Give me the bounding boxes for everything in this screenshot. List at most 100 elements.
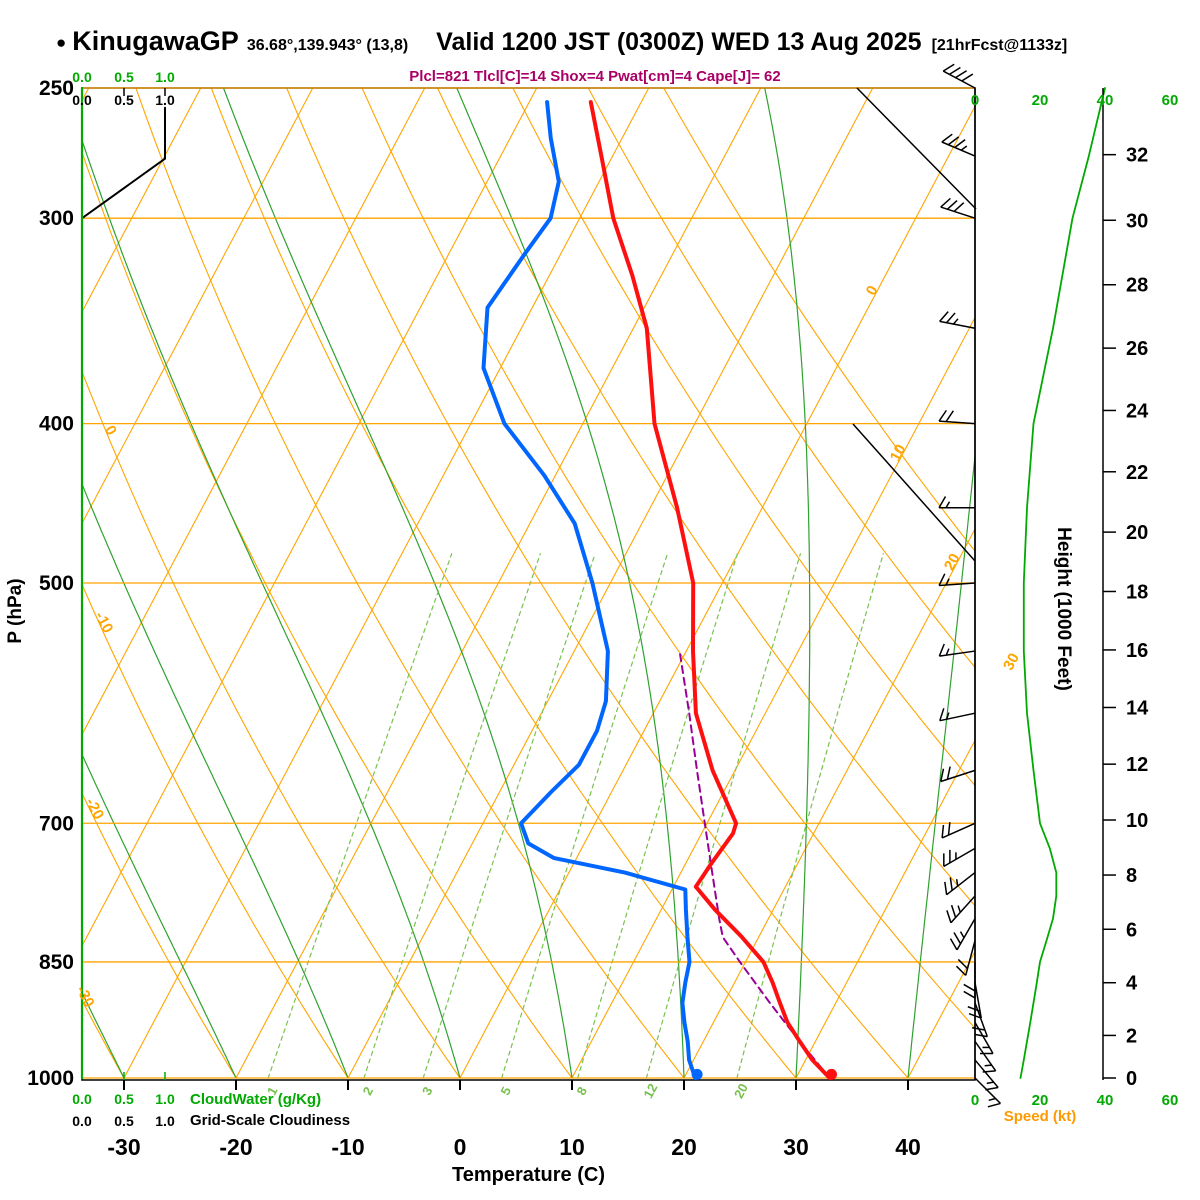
svg-text:30: 30 (1126, 210, 1148, 232)
cloudiness-legend: Grid-Scale Cloudiness (190, 1112, 351, 1129)
surface-dewpoint-dot (691, 1068, 703, 1080)
svg-text:0: 0 (971, 1092, 979, 1109)
svg-text:0.5: 0.5 (114, 92, 134, 108)
svg-text:0: 0 (454, 1134, 467, 1160)
surface-temperature-dot (825, 1068, 837, 1080)
svg-text:30: 30 (1000, 650, 1023, 673)
svg-text:18: 18 (1126, 581, 1148, 603)
svg-text:0: 0 (863, 283, 882, 298)
svg-text:-20: -20 (219, 1134, 252, 1160)
svg-text:0.5: 0.5 (114, 1113, 134, 1129)
svg-text:10: 10 (559, 1134, 585, 1160)
svg-text:32: 32 (1126, 145, 1148, 167)
svg-text:6: 6 (1126, 919, 1137, 941)
svg-text:60: 60 (1162, 1092, 1179, 1109)
station-coords: 36.68°,139.943° (13,8) (246, 37, 409, 54)
temperature-profile-line (588, 100, 832, 1080)
svg-text:0.5: 0.5 (114, 69, 134, 85)
svg-text:1.0: 1.0 (155, 1113, 175, 1129)
parcel-ascent-line (678, 650, 831, 1079)
svg-text:14: 14 (1126, 697, 1149, 719)
svg-text:0.0: 0.0 (72, 69, 92, 85)
svg-text:20: 20 (1032, 1092, 1049, 1109)
svg-text:1.0: 1.0 (155, 69, 175, 85)
wind-speed-curve (1019, 87, 1106, 1079)
svg-text:2: 2 (360, 1084, 377, 1097)
mixing-ratio-labels: 1 2 3 5 8 12 20 (264, 1081, 751, 1101)
svg-text:40: 40 (895, 1134, 921, 1160)
pressure-axis-label: P (hPa) (5, 578, 26, 644)
svg-text:0: 0 (1126, 1068, 1137, 1090)
height-axis-label: Height (1000 Feet) (1053, 527, 1074, 691)
svg-text:26: 26 (1126, 338, 1148, 360)
svg-text:400: 400 (39, 413, 74, 436)
svg-text:20: 20 (671, 1134, 697, 1160)
station-bullet-icon: ● (56, 33, 67, 52)
station-name: KinugawaGP (72, 26, 239, 56)
svg-text:8: 8 (573, 1084, 590, 1097)
svg-text:20: 20 (941, 551, 964, 574)
svg-text:60: 60 (1162, 92, 1179, 109)
title-bar: ● KinugawaGP 36.68°,139.943° (13,8) Valid 1… (56, 26, 1196, 57)
svg-text:1.0: 1.0 (155, 1091, 175, 1107)
forecast-tag: [21hrFcst@1133z] (931, 37, 1068, 54)
speed-axis-label: Speed (kt) (1003, 1108, 1077, 1125)
isotherm-labels: 0 10 20 30 (863, 283, 1023, 673)
svg-text:850: 850 (39, 951, 74, 974)
valid-time: Valid 1200 JST (0300Z) WED 13 Aug 2025 (436, 28, 922, 56)
svg-text:2: 2 (1126, 1025, 1137, 1047)
svg-text:28: 28 (1126, 275, 1148, 297)
svg-text:12: 12 (640, 1081, 660, 1101)
svg-text:20: 20 (1032, 92, 1049, 109)
svg-text:30: 30 (783, 1134, 809, 1160)
svg-text:0.0: 0.0 (72, 1113, 92, 1129)
svg-text:250: 250 (39, 77, 74, 100)
pressure-gridlines (82, 87, 975, 1079)
svg-text:1000: 1000 (27, 1067, 74, 1090)
svg-text:0.5: 0.5 (114, 1091, 134, 1107)
frame-diagonals (852, 87, 977, 562)
svg-text:20: 20 (1126, 522, 1148, 544)
svg-text:4: 4 (1126, 973, 1138, 995)
wind-barbs (938, 63, 1001, 1108)
svg-text:16: 16 (1126, 640, 1148, 662)
plot-frame (81, 87, 976, 1081)
surface-dots (691, 1068, 837, 1080)
isotherm-grid (82, 88, 975, 1079)
dry-adiabat-labels: 0-10-20-30 (72, 423, 119, 1011)
svg-text:0.0: 0.0 (72, 92, 92, 108)
svg-text:5: 5 (497, 1084, 514, 1097)
sounding-profiles (481, 100, 832, 1080)
svg-text:24: 24 (1126, 400, 1149, 422)
cloud-scale-ticks (123, 88, 166, 1080)
cloudiness-profile (82, 106, 166, 1079)
svg-text:12: 12 (1126, 754, 1148, 776)
svg-text:-30: -30 (72, 983, 97, 1010)
cloud-scale-numbers: 0.0 0.0 0.0 0.0 0.5 0.5 0.5 0.5 1.0 1.0 1.0 1.0 (72, 69, 175, 1129)
cloudwater-legend: CloudWater (g/Kg) (190, 1091, 322, 1108)
svg-text:10: 10 (887, 442, 910, 465)
svg-text:3: 3 (419, 1084, 436, 1097)
pressure-tick-labels: 250 300 400 500 700 850 1000 (27, 77, 74, 1090)
svg-text:22: 22 (1126, 462, 1148, 484)
svg-text:300: 300 (39, 207, 74, 230)
svg-text:20: 20 (731, 1081, 751, 1101)
svg-text:10: 10 (1126, 810, 1148, 832)
dry-adiabat-grid (82, 88, 975, 1079)
moist-adiabat-grid (82, 88, 975, 1079)
mixing-ratio-grid (267, 553, 884, 1079)
svg-text:40: 40 (1097, 1092, 1114, 1109)
svg-text:1.0: 1.0 (155, 92, 175, 108)
svg-text:8: 8 (1126, 865, 1137, 887)
svg-text:40: 40 (1097, 92, 1114, 109)
stability-indices: Plcl=821 Tlcl[C]=14 Shox=4 Pwat[cm]=4 Ca… (409, 68, 781, 85)
svg-text:0.0: 0.0 (72, 1091, 92, 1107)
svg-text:500: 500 (39, 572, 74, 595)
svg-text:0: 0 (971, 92, 979, 109)
temperature-axis: -30 -20 -10 0 10 20 30 40 (107, 1080, 921, 1160)
temperature-axis-label: Temperature (C) (452, 1164, 605, 1186)
